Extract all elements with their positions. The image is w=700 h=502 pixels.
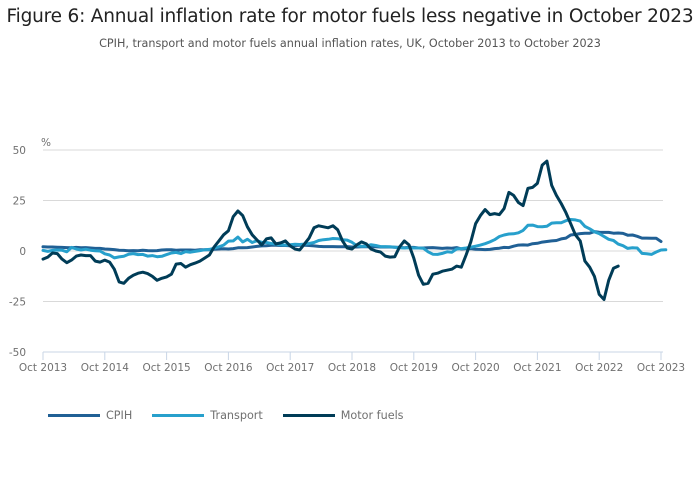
x-tick-label: Oct 2022: [575, 362, 623, 374]
legend-label-motor-fuels: Motor fuels: [340, 409, 404, 422]
legend-swatch-cpih: [48, 414, 100, 417]
y-tick-label: 50: [13, 145, 26, 157]
x-tick-label: Oct 2021: [513, 362, 561, 374]
legend-item-motor-fuels[interactable]: Motor fuels: [282, 409, 404, 422]
series-lines: [41, 159, 668, 301]
y-tick-label: -50: [9, 347, 26, 359]
x-tick-label: Oct 2016: [204, 362, 253, 374]
series-line-cpih[interactable]: [41, 230, 663, 253]
legend-label-cpih: CPIH: [106, 409, 133, 422]
x-tick-label: Oct 2018: [328, 362, 376, 374]
x-tick-label: Oct 2013: [19, 362, 67, 374]
y-axis: 50 25 0 -25 -50: [9, 145, 26, 359]
series-line-transport[interactable]: [41, 218, 668, 260]
y-axis-unit-label: %: [41, 137, 51, 149]
legend-label-transport: Transport: [210, 409, 263, 422]
y-tick-label: 25: [13, 196, 26, 208]
legend: CPIH Transport Motor fuels: [48, 409, 424, 422]
x-tick-label: Oct 2019: [390, 362, 438, 374]
x-tick-label: Oct 2023: [637, 362, 685, 374]
chart-subtitle: CPIH, transport and motor fuels annual i…: [99, 37, 601, 50]
legend-item-transport[interactable]: Transport: [152, 409, 263, 422]
legend-swatch-motor-fuels: [282, 414, 335, 417]
x-tick-label: Oct 2014: [81, 362, 130, 374]
x-tick-label: Oct 2020: [451, 362, 499, 374]
y-tick-label: -25: [9, 297, 26, 309]
legend-item-cpih[interactable]: CPIH: [48, 409, 132, 422]
series-line-motor-fuels[interactable]: [41, 159, 620, 301]
x-tick-label: Oct 2015: [142, 362, 190, 374]
y-tick-label: 0: [19, 246, 26, 258]
chart-title: Figure 6: Annual inflation rate for moto…: [6, 6, 694, 27]
x-tick-label: Oct 2017: [266, 362, 314, 374]
x-axis: Oct 2013 Oct 2014 Oct 2015 Oct 2016 Oct 2017…: [19, 351, 685, 374]
legend-swatch-transport: [152, 414, 205, 417]
